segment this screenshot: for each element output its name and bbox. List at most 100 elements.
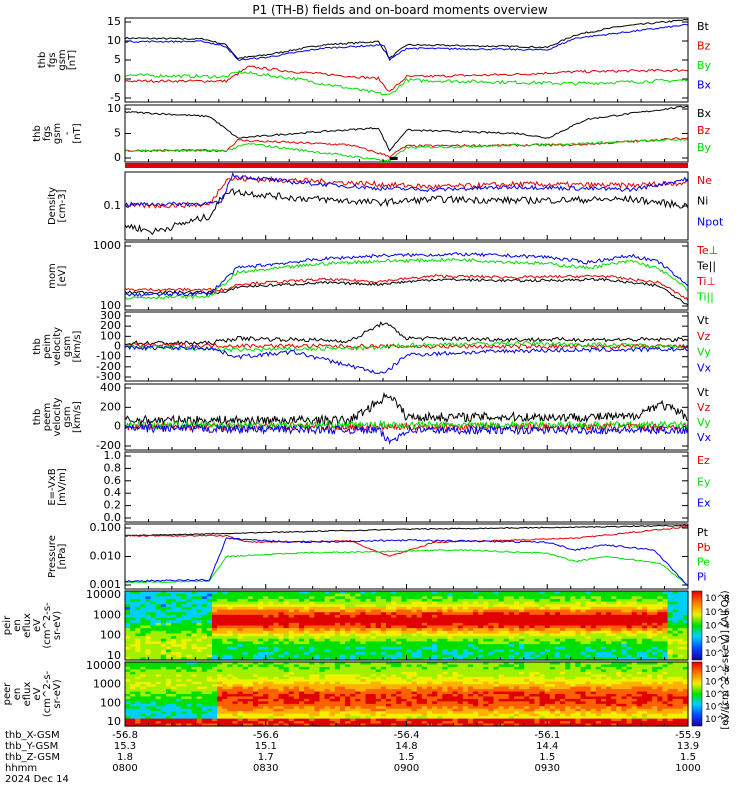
spectrogram-cell: [565, 652, 571, 656]
spectrogram-cell: [416, 625, 423, 629]
series-Bx: [125, 23, 689, 62]
spectrogram-cell: [150, 601, 157, 605]
spectrogram-cell: [370, 620, 377, 624]
spectrogram-cell: [258, 633, 264, 637]
spectrogram-cell: [171, 698, 177, 702]
spectrogram-cell: [391, 612, 397, 616]
spectrogram-cell: [549, 636, 556, 640]
spectrogram-cell: [396, 681, 402, 685]
spectrogram-cell: [416, 654, 423, 658]
spectrogram-cell: [329, 641, 336, 645]
spectrogram-cell: [278, 654, 285, 658]
spectrogram-cell: [554, 625, 561, 629]
spectrogram-cell: [247, 614, 254, 619]
spectrogram-cell: [585, 612, 592, 616]
spectrogram-cell: [258, 638, 264, 643]
spectrogram-cell: [406, 691, 413, 695]
spectrogram-cell: [130, 694, 136, 698]
spectrogram-cell: [462, 657, 469, 661]
spectrogram-cell: [529, 657, 536, 661]
spectrogram-cell: [217, 723, 223, 727]
spectrogram-cell: [191, 664, 198, 668]
spectrogram-cell: [196, 604, 203, 608]
spectrogram-cell: [411, 676, 418, 680]
spectrogram-cell: [375, 630, 382, 635]
spectrogram-cell: [329, 604, 336, 608]
ytick-label: 1000: [93, 608, 121, 621]
spectrogram-cell: [508, 614, 515, 619]
spectrogram-cell: [304, 591, 310, 595]
spectrogram-cell: [196, 686, 203, 690]
spectrogram-cell: [406, 657, 413, 661]
spectrogram-cell: [626, 612, 633, 616]
spectrogram-cell: [406, 636, 413, 640]
spectrogram-cell: [339, 679, 346, 683]
spectrogram-cell: [186, 630, 193, 635]
spectrogram-cell: [447, 596, 454, 600]
spectrogram-cell: [421, 708, 428, 712]
spectrogram-cell: [140, 723, 147, 727]
spectrogram-cell: [299, 664, 305, 668]
spectrogram-cell: [442, 669, 449, 673]
spectrogram-cell: [524, 636, 530, 640]
spectrogram-cell: [324, 711, 331, 715]
spectrogram-cell: [386, 636, 392, 640]
spectrogram-cell: [442, 711, 449, 715]
spectrogram-cell: [462, 614, 469, 619]
spectrogram-cell: [457, 636, 464, 640]
spectrogram-cell: [273, 591, 280, 595]
spectrogram-cell: [191, 654, 198, 658]
spectrogram-cell: [125, 606, 131, 611]
spectrogram-cell: [442, 694, 449, 698]
spectrogram-cell: [319, 698, 326, 702]
panel-pressure-ylabel: Pressure[nPa]: [47, 535, 68, 578]
spectrogram-cell: [252, 614, 259, 619]
spectrogram-cell: [493, 596, 500, 600]
spectrogram-cell: [396, 686, 402, 690]
spectrogram-cell: [237, 669, 244, 673]
spectrogram-cell: [145, 606, 152, 611]
spectrogram-cell: [222, 681, 228, 685]
spectrogram-cell: [350, 636, 356, 640]
spectrogram-cell: [647, 644, 653, 648]
spectrogram-cell: [447, 617, 454, 621]
spectrogram-cell: [324, 641, 331, 645]
spectrogram-cell: [355, 676, 362, 680]
spectrogram-cell: [508, 609, 515, 613]
spectrogram-cell: [345, 669, 351, 673]
spectrogram-cell: [345, 609, 351, 613]
spectrogram-cell: [462, 636, 469, 640]
spectrogram-cell: [503, 606, 510, 611]
spectrogram-cell: [309, 601, 315, 605]
spectrogram-cell: [595, 609, 602, 613]
spectrogram-cell: [314, 684, 321, 688]
spectrogram-cell: [457, 641, 464, 645]
spectrogram-cell: [447, 614, 454, 619]
spectrogram-cell: [283, 601, 290, 605]
spectrogram-cell: [401, 604, 408, 608]
spectrogram-cell: [421, 662, 428, 666]
spectrogram-cell: [616, 617, 623, 621]
spectrogram-cell: [406, 614, 413, 619]
spectrogram-cell: [135, 664, 141, 668]
spectrogram-cell: [232, 703, 239, 707]
spectrogram-cell: [232, 604, 239, 608]
spectrogram-cell: [324, 671, 331, 675]
spectrogram-cell: [299, 703, 305, 707]
spectrogram-cell: [140, 711, 147, 715]
spectrogram-cell: [176, 708, 182, 712]
spectrogram-cell: [196, 620, 203, 624]
spectrogram-cell: [365, 703, 372, 707]
spectrogram-cell: [319, 669, 326, 673]
spectrogram-cell: [171, 625, 177, 629]
spectrogram-cell: [365, 679, 372, 683]
spectrogram-cell: [273, 606, 280, 611]
spectrogram-cell: [437, 622, 443, 627]
spectrogram-cell: [263, 669, 269, 673]
spectrogram-cell: [304, 718, 310, 722]
legend-Ti⊥: Ti⊥: [696, 275, 716, 288]
legend-Ne: Ne: [697, 174, 712, 187]
spectrogram-cell: [201, 633, 208, 637]
spectrogram-cell: [155, 698, 162, 702]
spectrogram-cell: [324, 716, 331, 720]
